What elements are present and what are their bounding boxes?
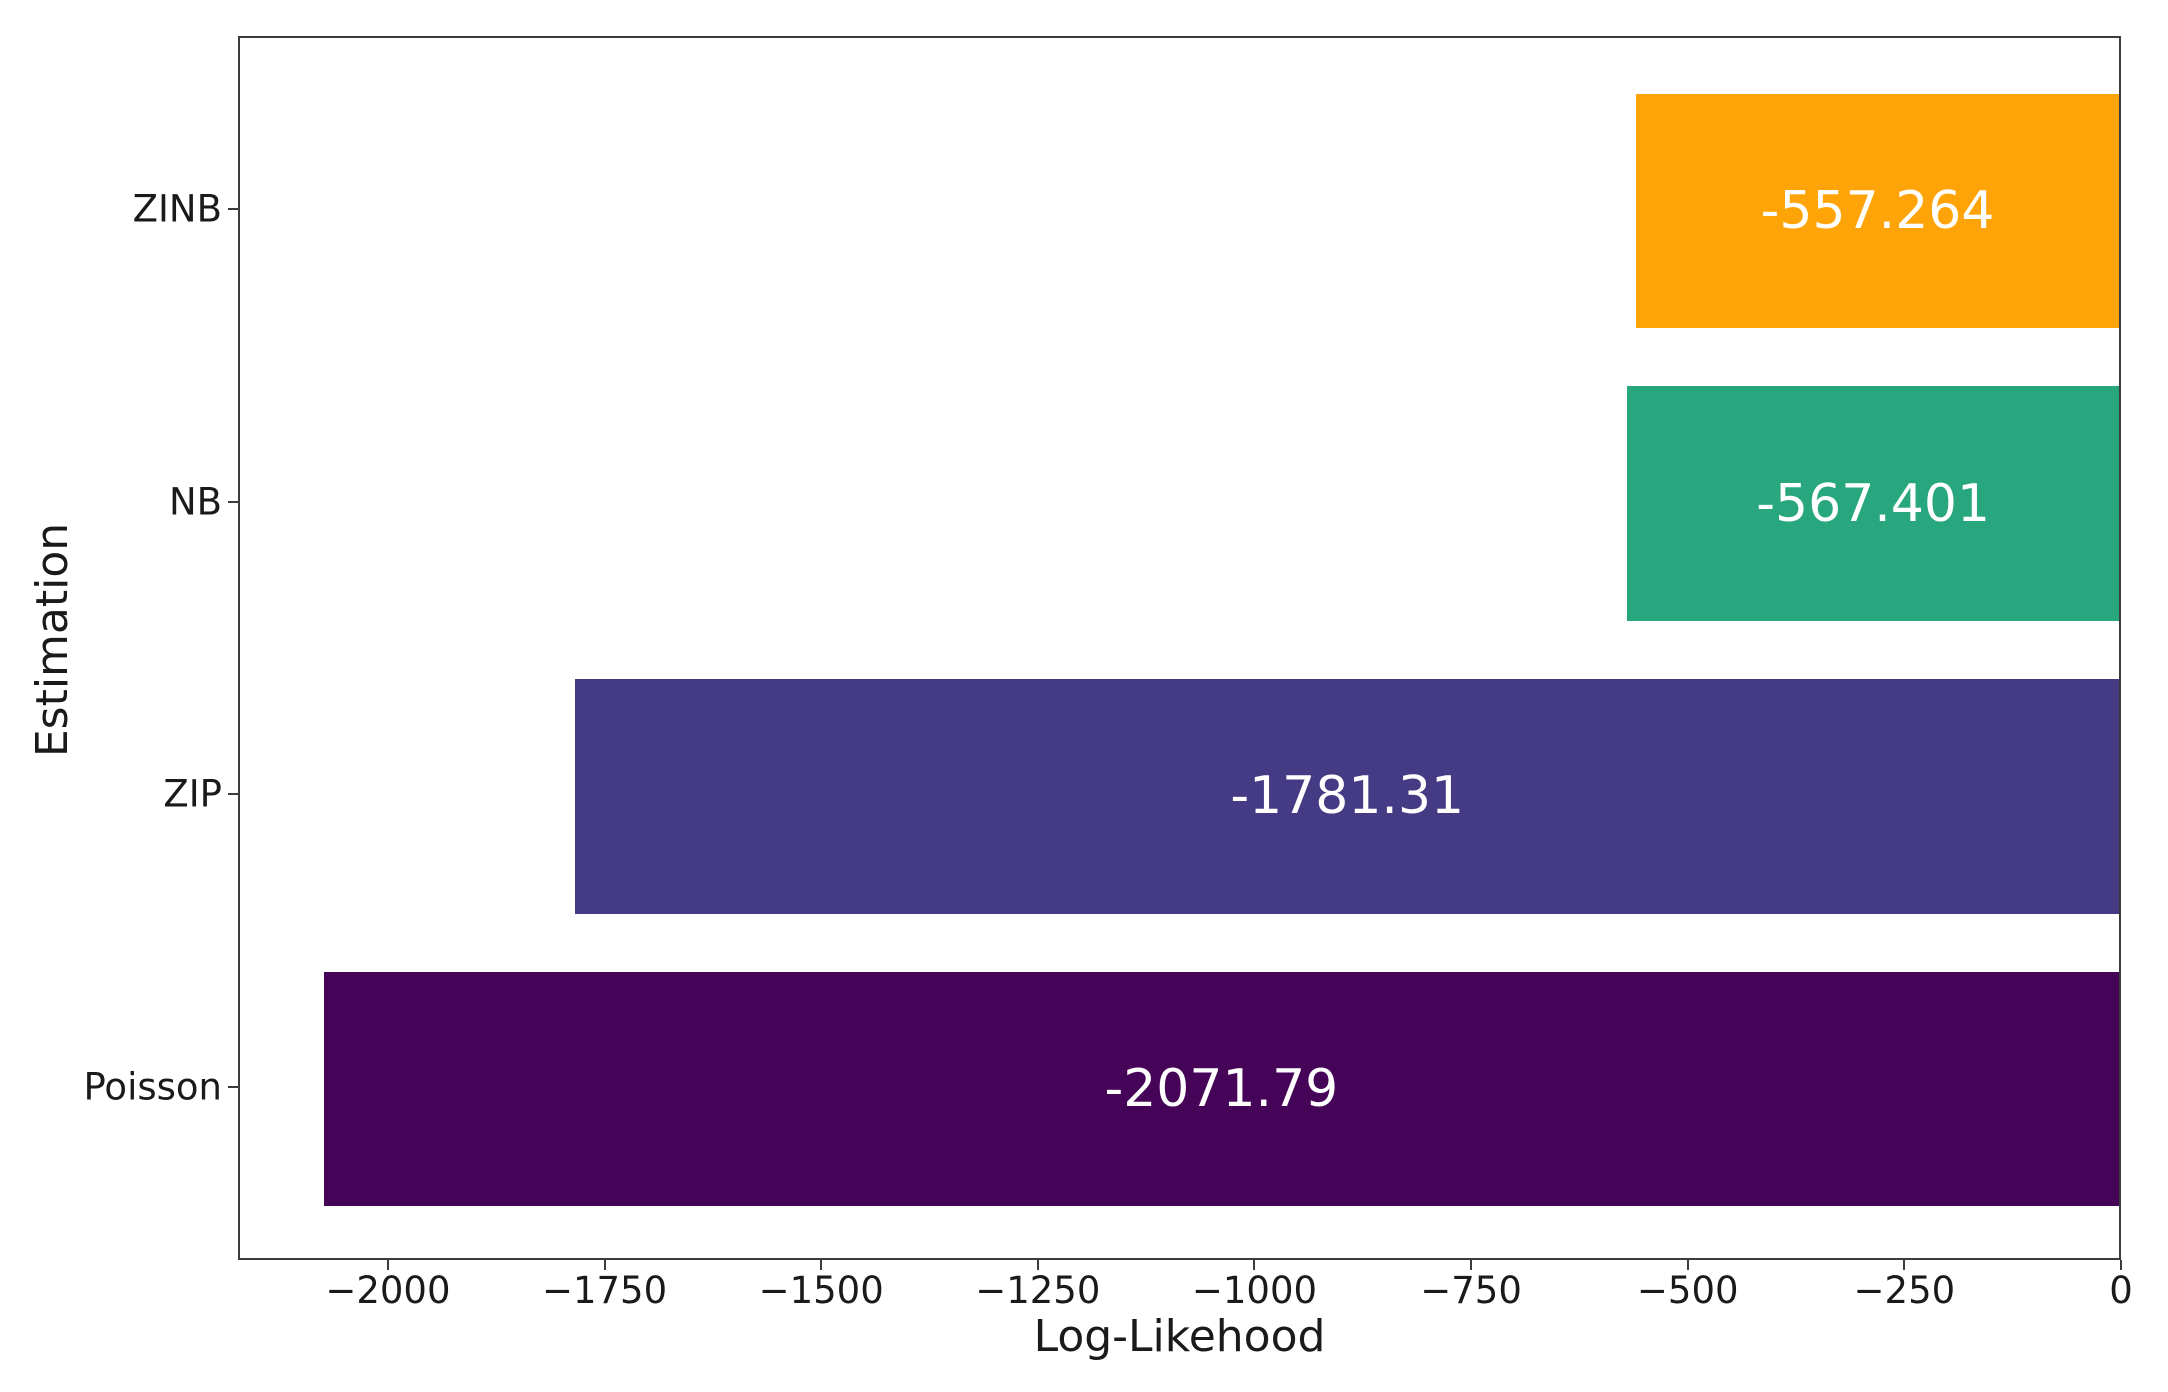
y-tick-mark [228, 1086, 238, 1089]
x-tick-mark [1036, 1260, 1039, 1270]
x-tick-mark [1470, 1260, 1473, 1270]
x-tick-mark [2120, 1260, 2122, 1270]
x-tick-mark [603, 1260, 606, 1270]
bar-value-label-poisson: -2071.79 [1104, 1059, 1339, 1120]
x-tick-mark [1253, 1260, 1256, 1270]
bar-poisson: -2071.79 [323, 972, 2119, 1207]
y-tick-label-poisson: Poisson [83, 1065, 222, 1109]
y-axis-label: Estimation [26, 522, 78, 758]
bar-nb: -567.401 [1627, 386, 2119, 621]
x-tick-label--2000: −2000 [325, 1269, 451, 1312]
x-tick-mark [386, 1260, 389, 1270]
y-tick-label-nb: NB [168, 480, 222, 524]
bar-value-label-zip: -1781.31 [1230, 766, 1465, 827]
x-tick-label--1500: −1500 [758, 1269, 884, 1312]
plot-area: -557.264 -567.401 -1781.31 -2071.79 [238, 36, 2121, 1260]
y-tick-mark [228, 793, 238, 796]
x-tick-label--1750: −1750 [541, 1269, 668, 1312]
x-tick-label--750: −750 [1420, 1269, 1522, 1312]
bar-zinb: -557.264 [1636, 93, 2119, 328]
x-tick-label--250: −250 [1853, 1269, 1956, 1312]
y-tick-mark [228, 207, 238, 210]
y-tick-mark [228, 500, 238, 503]
x-tick-label--500: −500 [1636, 1269, 1739, 1312]
y-tick-label-zinb: ZINB [132, 187, 222, 231]
x-axis-label: Log-Likehood [1033, 1311, 1326, 1362]
x-tick-label--1000: −1000 [1191, 1269, 1318, 1312]
x-tick-mark [1686, 1260, 1689, 1270]
x-tick-label--1250: −1250 [975, 1269, 1101, 1312]
bar-value-label-zinb: -557.264 [1760, 180, 1995, 241]
x-tick-mark [820, 1260, 823, 1270]
bar-zip: -1781.31 [575, 679, 2119, 914]
x-tick-label-0: 0 [2109, 1269, 2133, 1312]
bar-value-label-nb: -567.401 [1756, 473, 1991, 534]
y-tick-label-zip: ZIP [163, 772, 222, 816]
x-tick-mark [1903, 1260, 1906, 1270]
